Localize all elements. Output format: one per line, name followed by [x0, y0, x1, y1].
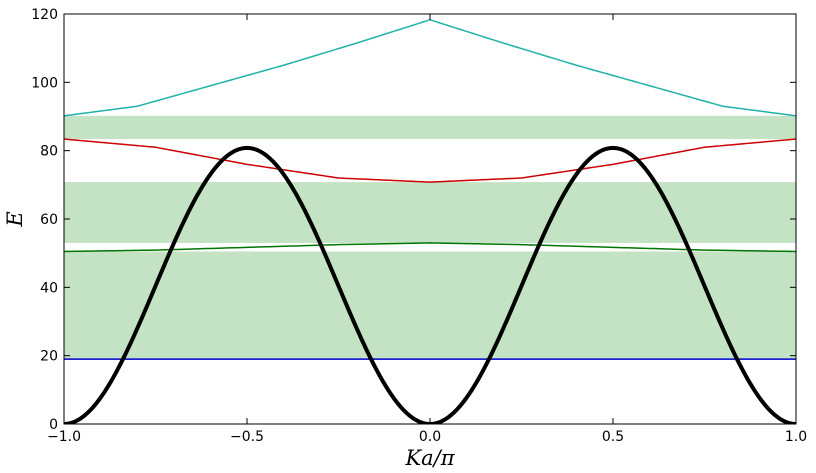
y-tick-label: 20: [40, 349, 58, 365]
y-axis-ticks: 0 20 40 60 80 100 120: [31, 7, 796, 433]
x-tick-label: 1.0: [785, 429, 807, 445]
y-tick-label: 120: [31, 7, 58, 23]
y-tick-label: 80: [40, 144, 58, 160]
series-line-5: [64, 145, 796, 424]
y-tick-label: 0: [49, 417, 58, 433]
series-line-3: [64, 138, 796, 183]
x-axis-label: Ka/π: [404, 446, 455, 470]
y-tick-label: 40: [40, 280, 58, 296]
series-lines: [64, 19, 796, 424]
y-tick-label: 60: [40, 212, 58, 228]
shaded-band-3: [64, 115, 796, 140]
series-line-4: [64, 19, 796, 117]
shaded-band-1: [64, 251, 796, 360]
shaded-bands: [64, 115, 796, 360]
x-tick-label: −0.5: [230, 429, 264, 445]
y-tick-label: 100: [31, 75, 58, 91]
y-axis-label: E: [3, 211, 27, 227]
x-tick-label: −1.0: [47, 429, 81, 445]
shaded-band-2: [64, 182, 796, 243]
x-axis-ticks: −1.0 −0.5 0.0 0.5 1.0: [47, 14, 807, 445]
series-line-2: [64, 242, 796, 253]
x-tick-label: 0.0: [419, 429, 441, 445]
x-tick-label: 0.5: [602, 429, 624, 445]
